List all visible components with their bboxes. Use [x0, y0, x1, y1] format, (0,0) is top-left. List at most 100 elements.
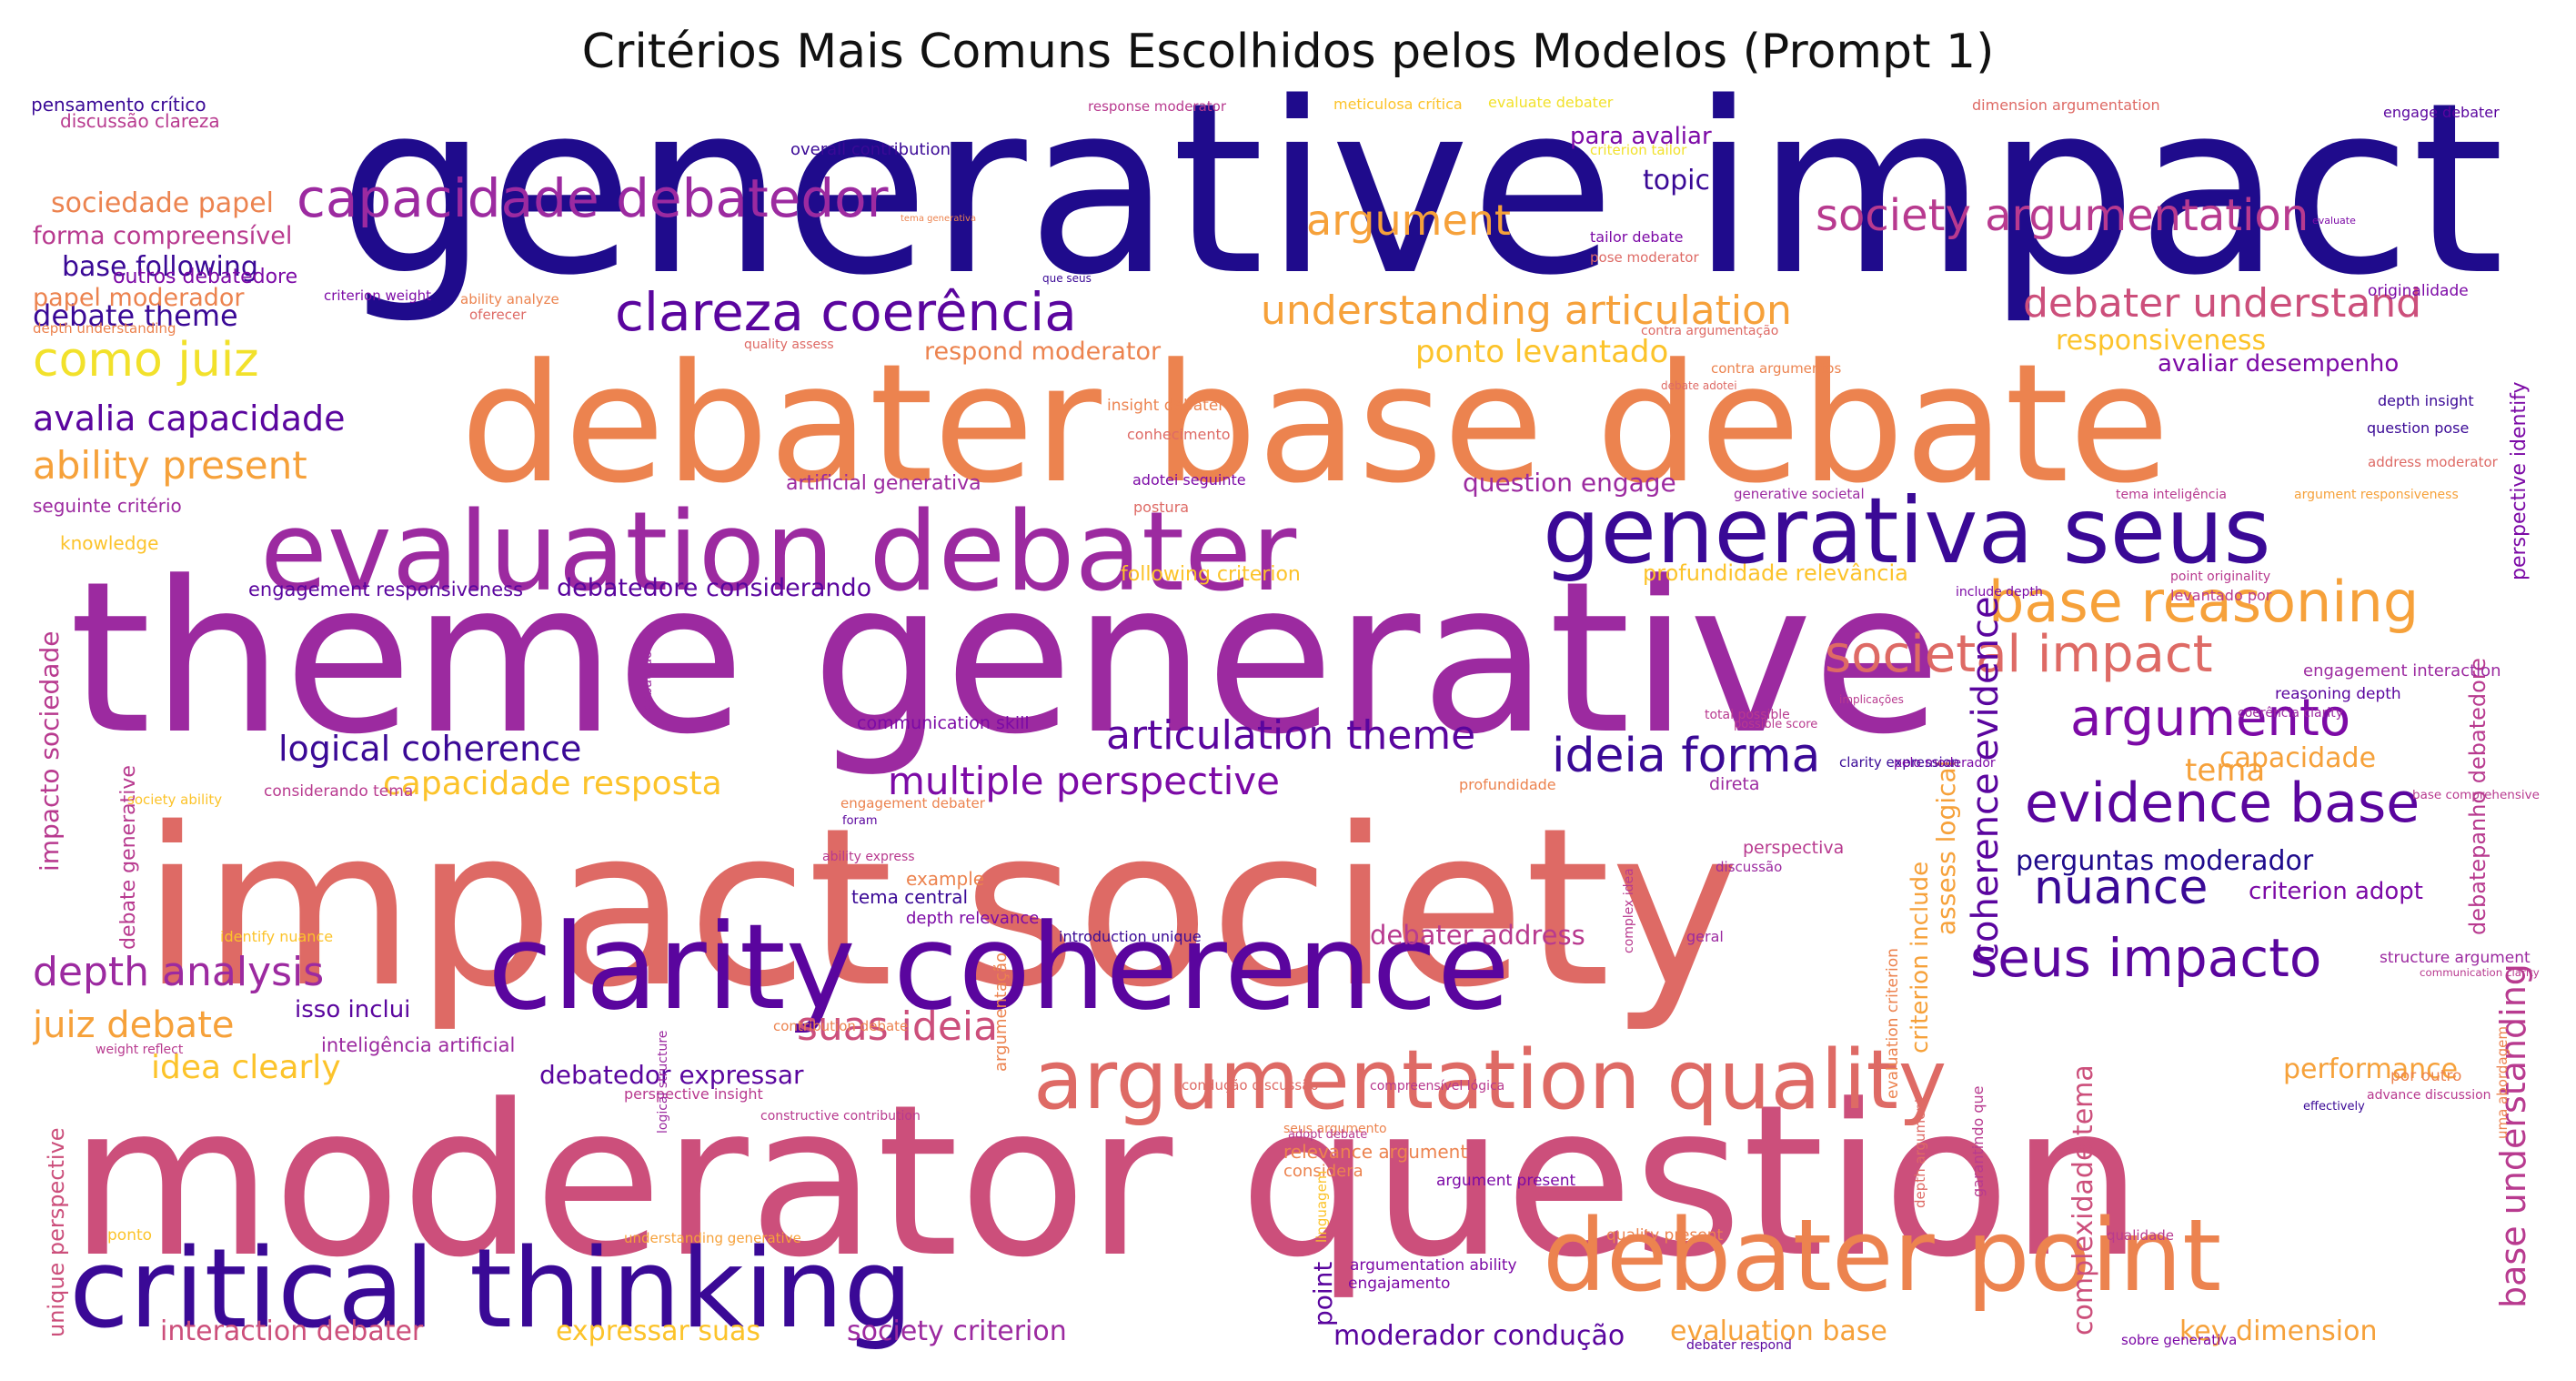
word-171: linguagem — [1313, 1171, 1330, 1243]
word-43: pensamento crítico — [33, 94, 206, 116]
word-143: compreensível lógica — [1370, 1079, 1504, 1094]
word-93: depth insight — [2378, 392, 2474, 409]
word-12: clareza coerência — [615, 281, 1077, 343]
word-103: criterion weight — [324, 287, 431, 304]
word-14: debater understand — [2023, 280, 2421, 327]
word-33: juiz debate — [33, 1004, 234, 1046]
word-38: base following — [62, 251, 258, 283]
word-78: point — [1308, 1262, 1338, 1326]
word-9: debater point — [1543, 1197, 2221, 1314]
word-30: avalia capacidade — [33, 398, 345, 438]
word-151: engajamento — [1348, 1275, 1450, 1293]
word-162: uma abordagem — [2494, 1026, 2511, 1139]
word-73: impacto sociedade — [35, 631, 65, 872]
word-31: ability present — [33, 443, 307, 488]
word-35: suas ideia — [797, 1003, 998, 1050]
word-140: contribution debate — [773, 1018, 908, 1034]
word-168: evaluation criterion — [1884, 948, 1902, 1099]
word-173: logical structure — [656, 1031, 670, 1134]
word-64: society criterion — [847, 1315, 1067, 1347]
word-62: interaction debater — [160, 1315, 424, 1347]
word-37: debate theme — [33, 298, 238, 333]
word-89: evaluate debater — [1488, 94, 1614, 111]
word-17: base reasoning — [1988, 569, 2419, 635]
word-126: discussão — [1716, 859, 1782, 875]
word-7: clarity coherence — [488, 898, 1510, 1036]
word-45: seguinte critério — [33, 495, 182, 517]
word-104: oferecer — [469, 307, 527, 323]
word-63: expressar suas — [556, 1315, 760, 1347]
word-3: impact society — [142, 781, 1740, 1035]
word-41: papel moderador — [33, 284, 245, 312]
word-77: unique perspective — [44, 1127, 69, 1337]
word-120: implicações — [1839, 693, 1904, 706]
word-27: coherence evidence — [1965, 596, 2007, 963]
word-133: tema central — [851, 886, 968, 908]
word-32: depth analysis — [33, 949, 324, 995]
word-111: levantado por — [2170, 587, 2272, 604]
word-74: complexidade tema — [2068, 1064, 2099, 1336]
word-102: contra argumentos — [1711, 360, 1841, 377]
word-99: postura — [1133, 499, 1189, 516]
word-153: sobre generativa — [2121, 1332, 2237, 1348]
word-16: argument — [1306, 196, 1511, 245]
word-70: perspective identify — [2508, 381, 2531, 580]
word-34: idea clearly — [151, 1049, 341, 1086]
word-101: contra argumentação — [1641, 324, 1778, 338]
word-136: identify nuance — [220, 928, 333, 945]
word-97: conhecimento — [1127, 426, 1231, 443]
word-21: ideia forma — [1552, 729, 1820, 783]
word-8: critical thinking — [69, 1226, 913, 1353]
word-76: criterion include — [1907, 862, 1934, 1053]
word-52: avaliar desempenho — [2158, 350, 2399, 378]
word-124: profundidade — [1459, 776, 1556, 793]
word-142: condução discussão — [1182, 1077, 1319, 1094]
word-109: argument responsiveness — [2294, 488, 2459, 502]
word-94: question pose — [2367, 419, 2469, 437]
word-42: outros debatedore — [113, 266, 297, 288]
word-59: criterion adopt — [2249, 878, 2423, 905]
word-172: complex idea — [1622, 868, 1636, 953]
word-23: logical coherence — [278, 729, 581, 769]
word-68: isso inclui — [295, 996, 410, 1023]
word-65: moderador condução — [1333, 1320, 1625, 1352]
word-127: society ability — [127, 791, 222, 808]
word-159: por outro — [2390, 1067, 2461, 1085]
word-49: ponto levantado — [1415, 334, 1668, 370]
word-67: key dimension — [2179, 1315, 2377, 1347]
word-98: adotei seguinte — [1132, 471, 1246, 489]
word-82: following criterion — [1121, 563, 1301, 586]
word-157: structure argument — [2380, 949, 2531, 967]
word-152: debater respond — [1686, 1338, 1792, 1353]
word-118: clarity expression — [1839, 754, 1959, 771]
word-106: depth understanding — [33, 320, 176, 337]
word-139: weight reflect — [96, 1043, 184, 1057]
word-137: perspective insight — [624, 1085, 763, 1103]
word-86: dimension argumentation — [1972, 96, 2160, 114]
word-54: topic — [1643, 165, 1710, 197]
word-84: overall contribution — [790, 140, 951, 159]
word-148: quality present — [1606, 1226, 1724, 1245]
word-134: depth relevance — [906, 909, 1039, 928]
word-0: generative impact — [338, 89, 2504, 328]
word-121: coerência clarity — [2238, 706, 2343, 721]
word-112: include depth — [1956, 585, 2043, 600]
word-51: responsiveness — [2056, 325, 2266, 357]
word-50: respond moderator — [924, 338, 1162, 366]
word-61: debatedor expressar — [539, 1060, 804, 1090]
word-53: question engage — [1463, 468, 1676, 498]
word-56: tema — [2185, 752, 2265, 789]
word-60: debater address — [1370, 920, 1585, 951]
word-48: debatedore considerando — [557, 574, 871, 602]
word-39: sociedade papel — [51, 187, 274, 219]
word-166: debate adotei — [1661, 379, 1737, 392]
word-13: understanding articulation — [1261, 287, 1792, 334]
word-108: tema inteligência — [2116, 488, 2227, 502]
word-90: tailor debate — [1590, 228, 1684, 246]
word-146: considera — [1283, 1162, 1363, 1181]
word-132: example — [906, 868, 984, 890]
word-46: knowledge — [60, 532, 158, 554]
word-105: ability analyze — [460, 291, 559, 307]
word-29: como juiz — [33, 333, 259, 388]
word-135: introduction unique — [1059, 928, 1202, 945]
